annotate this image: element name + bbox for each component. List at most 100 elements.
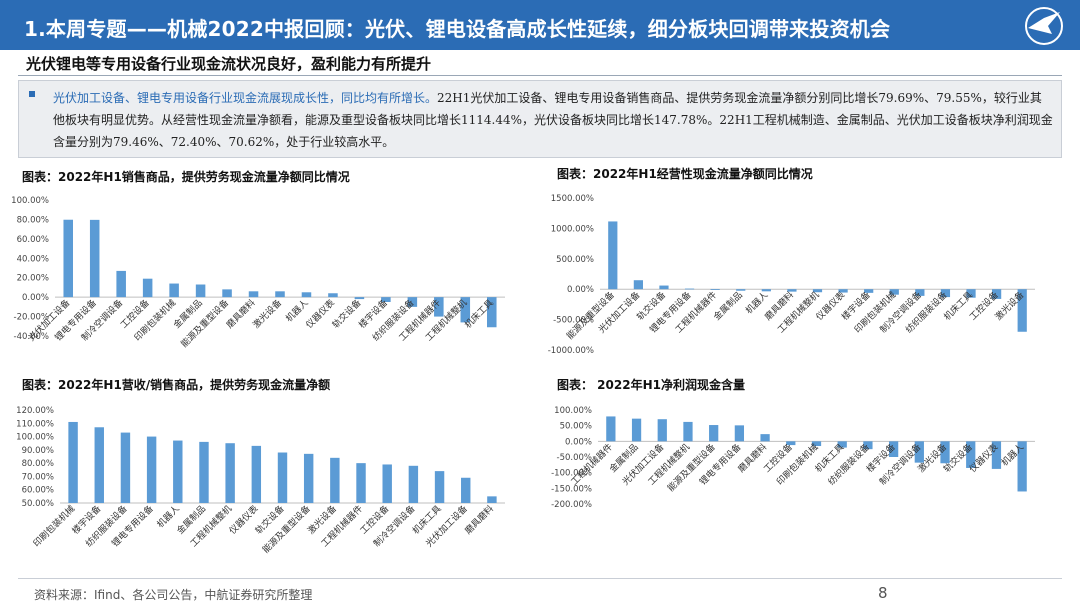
bar-工控设备: [786, 441, 796, 446]
bar-印刷包装机械: [169, 283, 179, 298]
bar-激光设备: [330, 457, 340, 503]
bar-锂电专用设备: [734, 425, 745, 442]
bar-工控设备: [992, 289, 1002, 299]
bar-工程机械整机: [225, 443, 235, 503]
y-tick-label: -500.00%: [553, 316, 594, 326]
y-tick-label: 1500.00%: [551, 194, 594, 204]
header-bar: 1.本周专题——机械2022中报回顾：光伏、锂电设备高成长性延续，细分板块回调带…: [0, 0, 1080, 50]
y-tick-label: 100.00%: [16, 433, 54, 443]
y-tick-label: 110.00%: [16, 419, 54, 429]
bar-能源及重型设备: [303, 453, 314, 503]
bar-激光设备: [275, 291, 285, 298]
y-tick-label: 500.00%: [556, 255, 594, 265]
y-tick-label: 1000.00%: [551, 224, 594, 234]
bar-机床工具: [837, 441, 847, 448]
bar-仪器仪表: [328, 293, 338, 298]
bar-制冷空调设备: [116, 270, 126, 298]
bar-锂电专用设备: [89, 219, 100, 298]
bar-制冷空调设备: [914, 441, 924, 463]
bar-磨具磨料: [487, 496, 497, 503]
bar-锂电专用设备: [146, 436, 157, 503]
y-tick-label: 0.00%: [565, 437, 592, 447]
y-tick-label: 0.00%: [22, 293, 49, 303]
bar-仪器仪表: [251, 445, 262, 503]
bar-纺织服装设备: [940, 289, 951, 298]
y-tick-label: -150.00%: [551, 484, 592, 494]
y-tick-label: -50.00%: [557, 453, 592, 463]
chart3: 50.00% 60.00% 70.00% 80.00% 90.00% 100.00% 110…: [16, 406, 505, 556]
bar-金属制品: [195, 284, 206, 298]
bar-工程机械器件: [434, 297, 444, 317]
bar-磨具磨料: [760, 434, 770, 442]
chart1: -40.00% -20.00% 0.00% 20.00% 40.00% 60.00% 80.…: [11, 196, 505, 350]
bar-工程机械器件: [606, 416, 616, 442]
chart4: -200.00% -150.00% -100.00% -50.00% 0.00% 50.0…: [551, 406, 1035, 510]
y-tick-label: 20.00%: [17, 274, 49, 284]
bar-机器人: [173, 440, 183, 503]
page-number: 8: [878, 584, 888, 602]
bar-楼宇设备: [864, 289, 874, 293]
bar-纺织服装设备: [863, 441, 873, 450]
bar-金属制品: [199, 441, 209, 503]
y-tick-label: 70.00%: [22, 472, 54, 482]
y-tick-label: -100.00%: [551, 469, 592, 479]
y-tick-label: 80.00%: [17, 215, 49, 225]
y-tick-label: -20.00%: [14, 313, 49, 323]
category-label: 金属制品: [711, 289, 745, 323]
chart3-title: 图表：2022年H1营收/销售商品，提供劳务现金流量净额: [22, 378, 331, 392]
category-label: 机器人: [283, 297, 311, 325]
category-label: 激光设备: [250, 297, 284, 331]
bar-楼宇设备: [381, 297, 391, 302]
y-tick-label: 0.00%: [567, 285, 594, 295]
summary-text: 光伏加工设备、锂电专用设备行业现金流展现成长性，同比均有所增长。22H1光伏加工…: [53, 87, 1053, 153]
divider: [18, 75, 1062, 76]
summary-box: 光伏加工设备、锂电专用设备行业现金流展现成长性，同比均有所增长。22H1光伏加工…: [18, 80, 1062, 158]
bar-制冷空调设备: [915, 289, 925, 296]
category-label: 工程机械整机: [775, 289, 822, 336]
bar-锂电专用设备: [684, 288, 695, 290]
bar-轨交设备: [354, 297, 365, 300]
y-tick-label: 80.00%: [22, 459, 54, 469]
page-title: 1.本周专题——机械2022中报回顾：光伏、锂电设备高成长性延续，细分板块回调带…: [24, 17, 891, 41]
bar-激光设备: [940, 441, 950, 464]
bar-工控设备: [382, 464, 392, 503]
avic-logo-icon: AVIC: [1025, 7, 1063, 45]
bar-光伏加工设备: [633, 280, 643, 290]
bar-机器人: [301, 292, 312, 298]
category-label: 印刷包装机械: [31, 503, 78, 550]
y-tick-label: 100.00%: [11, 196, 49, 206]
bar-机床工具: [434, 471, 445, 503]
y-tick-label: 50.00%: [22, 499, 54, 509]
bar-工程机械器件: [710, 289, 720, 290]
summary-body: 22H1光伏加工设备、锂电专用设备销售商品、提供劳务现金流量净额分别同比增长79…: [53, 91, 1053, 149]
chart2: -1000.00% -500.00% 0.00% 500.00% 1000.00% 150…: [548, 194, 1035, 356]
chart1-title: 图表：2022年H1销售商品，提供劳务现金流量净额同比情况: [22, 170, 350, 184]
bar-机床工具: [966, 289, 976, 298]
y-tick-label: 50.00%: [560, 422, 592, 432]
bar-楼宇设备: [94, 427, 104, 503]
category-label: 纺织服装设备: [903, 289, 950, 336]
y-tick-label: 60.00%: [17, 235, 49, 245]
y-tick-label: 40.00%: [17, 254, 49, 264]
bar-金属制品: [631, 418, 642, 442]
chart2-title: 图表：2022年H1经营性现金流量净额同比情况: [557, 167, 813, 181]
bar-工程机械器件: [356, 463, 366, 503]
chart4-title: 图表： 2022年H1净利润现金含量: [557, 378, 745, 392]
bar-能源及重型设备: [709, 425, 719, 442]
bar-工程机械整机: [812, 289, 823, 293]
logo-text: AVIC: [1036, 34, 1052, 41]
bullet-icon: [29, 91, 35, 97]
category-label: 光伏加工设备: [596, 289, 643, 336]
bar-仪器仪表: [838, 289, 848, 293]
bar-工程机械整机: [683, 421, 693, 442]
y-tick-label: 100.00%: [554, 406, 592, 416]
bar-楼宇设备: [888, 441, 899, 457]
bar-光伏加工设备: [63, 219, 73, 298]
y-tick-label: -1000.00%: [548, 346, 594, 356]
summary-highlight: 光伏加工设备、锂电专用设备行业现金流展现成长性，同比均有所增长。: [53, 91, 438, 105]
bar-光伏加工设备: [461, 477, 471, 503]
y-tick-label: 60.00%: [22, 486, 54, 496]
footer-divider: [18, 578, 1062, 579]
bar-轨交设备: [277, 452, 288, 503]
y-tick-label: 120.00%: [16, 406, 54, 416]
